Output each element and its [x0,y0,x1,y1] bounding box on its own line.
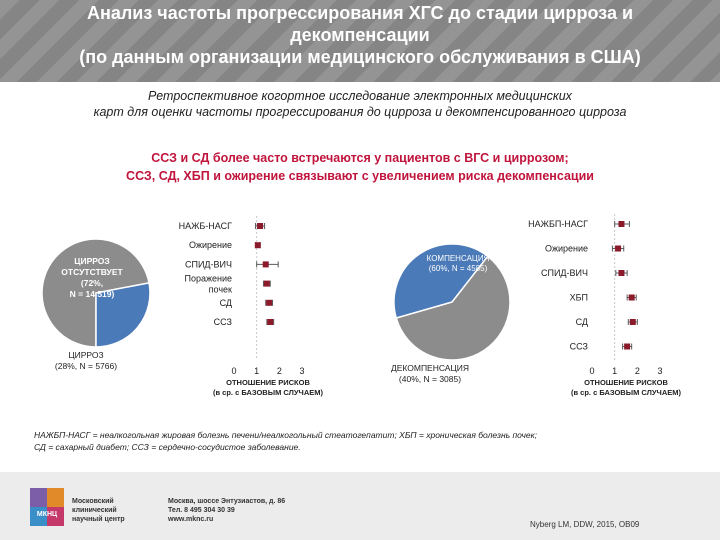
risk-factor-label: СД [576,317,588,327]
pie-slice-label: ЦИРРОЗ [68,350,103,360]
key-findings-line-2: ССЗ, СД, ХБП и ожирение связывают с увел… [126,169,594,183]
hazard-ratio-point [615,245,622,252]
footer-bar [0,472,720,540]
pie-slice-label: N = 14 519) [70,289,115,299]
pie-slice-label: (28%, N = 5766) [55,361,117,371]
organization-name: Московский клинический научный центр [72,498,125,523]
pie-slice-label: ОТСУТСТВУЕТ [61,267,123,277]
x-axis-label: ОТНОШЕНИЕ РИСКОВ [226,378,310,387]
risk-factor-label: ХБП [570,293,588,303]
x-tick-label: 2 [635,366,640,376]
title-line-2: декомпенсации [290,25,430,45]
risk-factor-label: СПИД-ВИЧ [185,259,232,269]
x-axis-label: ОТНОШЕНИЕ РИСКОВ [584,378,668,387]
hazard-ratio-point [618,270,625,276]
pie-slice-label: (72%, [81,278,103,288]
risk-factor-label: СД [220,298,232,308]
pie-slice-label: ДЕКОМПЕНСАЦИЯ [391,363,469,373]
key-findings-line-1: ССЗ и СД более часто встречаются у пацие… [151,151,569,165]
pie-slice-label: (40%, N = 3085) [399,374,461,384]
risk-factor-label: НАЖБ-НАСГ [179,221,233,231]
logo-text: МКНЦ [36,511,58,518]
footnote-line-1: НАЖБП-НАСГ = неалкогольная жировая болез… [34,430,537,440]
x-tick-label: 3 [657,366,662,376]
x-tick-label: 2 [277,366,282,376]
pie-chart: КОМПЕНСАЦИЯ(60%, N = 4585) ДЕКОМПЕНСАЦИЯ(… [391,243,511,384]
x-axis-label: (в ср. с БАЗОВЫМ СЛУЧАЕМ) [571,388,682,397]
page-title: Анализ частоты прогрессирования ХГС до с… [10,2,710,68]
study-description-line-2: карт для оценки частоты прогрессирования… [93,105,627,119]
x-tick-label: 1 [254,366,259,376]
hazard-ratio-point [629,319,636,325]
hazard-ratio-point [618,221,625,227]
x-tick-label: 1 [612,366,617,376]
hazard-ratio-point [628,294,635,301]
logo-tile [47,488,64,507]
address: Москва, шоссе Энтузиастов, д. 86 [168,498,286,505]
x-tick-label: 0 [231,366,236,376]
source-citation: Nyberg LM, DDW, 2015, OB09 [530,520,640,529]
pie-slice-label: (60%, N = 4585) [429,264,488,273]
pie-slice-label: ЦИРРОЗ [74,256,109,266]
logo-tile [47,507,64,526]
forest-plot: НАЖБП-НАСГ Ожирение СПИД-ВИЧ ХБП СД ССЗ 0 1 2 3 ОТ… [528,214,681,397]
pie-slice [95,282,151,348]
hazard-ratio-point [257,223,264,229]
title-line-1: Анализ частоты прогрессирования ХГС до с… [86,3,634,23]
risk-factor-label: ССЗ [214,317,232,327]
hazard-ratio-point [262,261,269,268]
phone: Тел. 8 495 304 30 39 [168,507,235,514]
risk-factor-label: почек [209,285,232,295]
hazard-ratio-point [266,299,273,306]
title-banner: Анализ частоты прогрессирования ХГС до с… [0,0,720,82]
x-tick-label: 3 [299,366,304,376]
x-tick-label: 0 [589,366,594,376]
risk-factor-label: Поражение [184,274,232,284]
hazard-ratio-point [267,319,274,325]
pie-slice-label: КОМПЕНСАЦИЯ [427,254,490,263]
logo-tile [30,507,47,526]
pie-slice [395,255,511,361]
abbreviations-footnote: НАЖБП-НАСГ = неалкогольная жировая болез… [34,429,694,453]
logo-tile [30,488,47,507]
website[interactable]: www.mknc.ru [168,516,214,523]
title-line-3: (по данным организации медицинского обсл… [79,47,641,67]
study-description-line-1: Ретроспективное когортное исследование э… [148,89,572,103]
risk-factor-label: НАЖБП-НАСГ [528,219,588,229]
study-description: Ретроспективное когортное исследование э… [10,88,710,120]
x-axis-label: (в ср. с БАЗОВЫМ СЛУЧАЕМ) [213,388,324,397]
hazard-ratio-point [624,343,631,350]
risk-factor-label: СПИД-ВИЧ [541,268,588,278]
risk-factor-label: Ожирение [189,240,232,250]
pie-slice [393,243,489,319]
mknc-logo [30,488,64,526]
hazard-ratio-point [263,280,270,287]
risk-factor-label: Ожирение [545,244,588,254]
contacts-block: Москва, шоссе Энтузиастов, д. 86 Тел. 8 … [168,497,285,524]
key-findings: ССЗ и СД более часто встречаются у пацие… [10,149,710,185]
risk-factor-label: ССЗ [570,342,588,352]
hazard-ratio-point [254,242,261,249]
footnote-line-2: СД = сахарный диабет; ССЗ = сердечно-сос… [34,442,301,452]
